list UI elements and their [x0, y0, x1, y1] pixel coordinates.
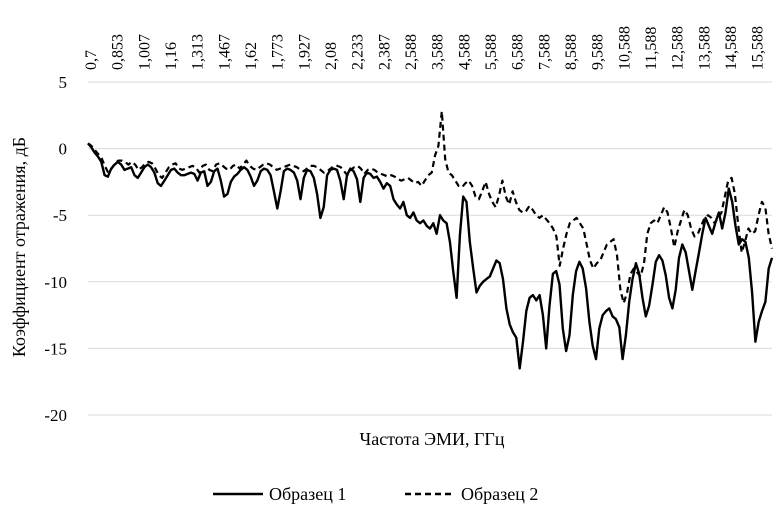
y-tick-label: -10: [44, 273, 67, 292]
x-tick-label: 4,588: [456, 34, 473, 70]
series-line-1: [87, 142, 774, 370]
x-tick-label: 9,588: [590, 34, 607, 70]
x-tick-label: 13,588: [696, 26, 713, 70]
x-tick-label: 0,853: [110, 34, 127, 70]
x-tick-label: 1,313: [190, 34, 207, 70]
x-tick-label: 3,588: [430, 34, 447, 70]
x-axis-title: Частота ЭМИ, ГГц: [360, 429, 505, 449]
series-line-2: [87, 110, 774, 305]
x-tick-label: 2,08: [323, 42, 340, 70]
legend: Образец 1 Образец 2: [213, 484, 538, 504]
x-tick-label: 14,588: [723, 26, 740, 70]
x-tick-label: 1,16: [163, 42, 180, 70]
x-tick-label: 5,588: [483, 34, 500, 70]
legend-label-1: Образец 1: [269, 484, 346, 504]
x-tick-label: 7,588: [536, 34, 553, 70]
y-tick-label: 5: [59, 73, 68, 92]
x-tick-label: 1,773: [270, 34, 287, 70]
x-tick-label: 6,588: [510, 34, 527, 70]
y-tick-label: -15: [44, 339, 67, 358]
x-tick-label: 11,588: [643, 27, 660, 70]
x-axis-tick-labels: 0,7 0,853 1,007 1,16 1,313 1,467 1,62 1,773 1,92…: [83, 26, 767, 70]
series-lines: [87, 110, 774, 370]
x-tick-label: 15,588: [750, 26, 767, 70]
x-tick-label: 12,588: [670, 26, 687, 70]
y-axis-tick-labels: 5 0 -5 -10 -15 -20: [44, 73, 67, 425]
x-tick-label: 2,233: [350, 34, 367, 70]
x-tick-label: 1,007: [136, 34, 153, 70]
y-tick-label: -5: [53, 206, 67, 225]
x-tick-label: 2,387: [376, 34, 393, 70]
horizontal-gridlines: [88, 81, 772, 416]
y-tick-label: -20: [44, 406, 67, 425]
legend-label-2: Образец 2: [461, 484, 538, 504]
x-tick-label: 1,467: [216, 34, 233, 70]
y-tick-label: 0: [59, 140, 68, 159]
x-tick-label: 1,927: [296, 34, 313, 70]
x-tick-label: 1,62: [243, 42, 260, 70]
x-tick-label: 8,588: [563, 34, 580, 70]
x-tick-label: 0,7: [83, 50, 100, 70]
x-tick-label: 2,588: [403, 34, 420, 70]
x-tick-label: 10,588: [616, 26, 633, 70]
y-axis-title: Коэффициент отражения, дБ: [9, 137, 29, 357]
